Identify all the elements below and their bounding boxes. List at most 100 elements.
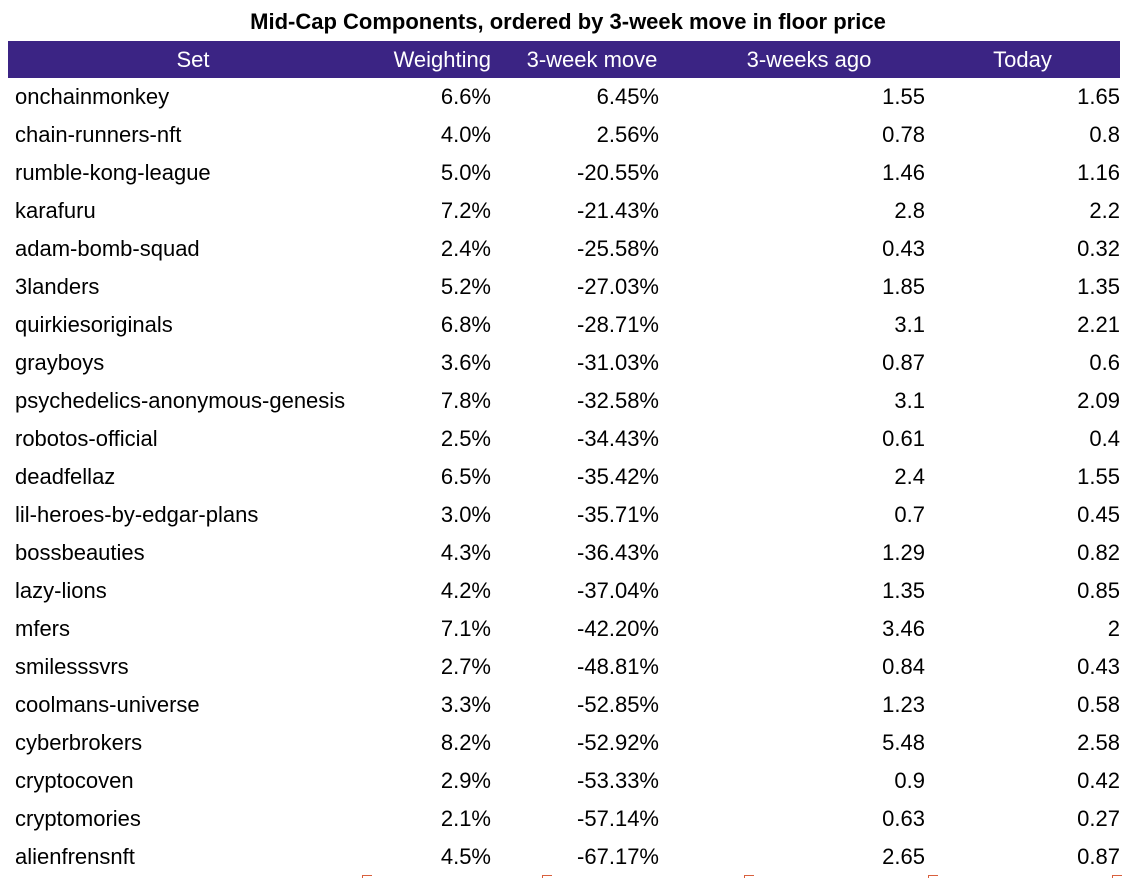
table-row: lil-heroes-by-edgar-plans 3.0% -35.71% 0.7 0… <box>8 496 1120 534</box>
cell-3-weeks-ago: 3.1 <box>894 388 925 413</box>
table-row: cryptocoven 2.9% -53.33% 0.9 0.42 <box>8 762 1120 800</box>
cell-today: 1.65 <box>1077 84 1120 109</box>
cell-3-week-move: -53.33% <box>577 768 659 793</box>
table-row: smilesssvrs 2.7% -48.81% 0.84 0.43 <box>8 648 1120 686</box>
table-row: cyberbrokers 8.2% -52.92% 5.48 2.58 <box>8 724 1120 762</box>
cell-3-week-move: -27.03% <box>577 274 659 299</box>
column-header-3-weeks-ago: 3-weeks ago <box>746 47 872 72</box>
table-row: quirkiesoriginals 6.8% -28.71% 3.1 2.21 <box>8 306 1120 344</box>
cell-3-week-move: -52.92% <box>577 730 659 755</box>
cell-today: 0.58 <box>1077 692 1120 717</box>
cell-3-week-move: -34.43% <box>577 426 659 451</box>
cell-today: 0.32 <box>1077 236 1120 261</box>
cell-today: 2.58 <box>1077 730 1120 755</box>
cell-3-week-move: -31.03% <box>577 350 659 375</box>
cell-set: rumble-kong-league <box>15 160 211 185</box>
table-row: onchainmonkey 6.6% 6.45% 1.55 1.65 <box>8 78 1120 116</box>
cell-set: 3landers <box>15 274 100 299</box>
cell-weighting: 5.2% <box>440 274 491 299</box>
cell-3-weeks-ago: 1.46 <box>882 160 925 185</box>
cell-3-weeks-ago: 0.43 <box>882 236 925 261</box>
table-row: 3landers 5.2% -27.03% 1.85 1.35 <box>8 268 1120 306</box>
cell-today: 1.35 <box>1077 274 1120 299</box>
cell-today: 0.4 <box>1089 426 1120 451</box>
table-row: deadfellaz 6.5% -35.42% 2.4 1.55 <box>8 458 1120 496</box>
table-row: mfers 7.1% -42.20% 3.46 2 <box>8 610 1120 648</box>
cell-weighting: 4.2% <box>440 578 491 603</box>
cell-today: 0.8 <box>1089 122 1120 147</box>
cell-3-weeks-ago: 0.78 <box>882 122 925 147</box>
cell-edge-mark <box>1112 875 1122 878</box>
cell-edge-mark <box>362 875 372 878</box>
cell-weighting: 8.2% <box>440 730 491 755</box>
cell-3-weeks-ago: 1.29 <box>882 540 925 565</box>
components-table: Set Weighting 3-week move 3-weeks ago To… <box>8 41 1120 876</box>
cell-3-week-move: 2.56% <box>596 122 659 147</box>
cell-set: cryptocoven <box>15 768 134 793</box>
table-row: bossbeauties 4.3% -36.43% 1.29 0.82 <box>8 534 1120 572</box>
cell-3-week-move: -35.42% <box>577 464 659 489</box>
cell-3-weeks-ago: 3.1 <box>894 312 925 337</box>
cell-3-week-move: -36.43% <box>577 540 659 565</box>
cell-set: chain-runners-nft <box>15 122 182 147</box>
cell-3-weeks-ago: 0.7 <box>894 502 925 527</box>
column-header-today: Today <box>993 47 1052 72</box>
cell-set: adam-bomb-squad <box>15 236 200 261</box>
cell-3-week-move: -28.71% <box>577 312 659 337</box>
cell-set: bossbeauties <box>15 540 145 565</box>
cell-weighting: 2.9% <box>440 768 491 793</box>
cell-set: cryptomories <box>15 806 141 831</box>
cell-today: 0.42 <box>1077 768 1120 793</box>
cell-3-weeks-ago: 1.23 <box>882 692 925 717</box>
cell-today: 2 <box>1107 616 1120 641</box>
cell-weighting: 2.4% <box>440 236 491 261</box>
table-title: Mid-Cap Components, ordered by 3-week mo… <box>250 9 886 34</box>
table-row: adam-bomb-squad 2.4% -25.58% 0.43 0.32 <box>8 230 1120 268</box>
cell-today: 0.43 <box>1077 654 1120 679</box>
table-row: alienfrensnft 4.5% -67.17% 2.65 0.87 <box>8 838 1120 876</box>
cell-3-weeks-ago: 2.65 <box>882 844 925 869</box>
cell-weighting: 4.3% <box>440 540 491 565</box>
cell-weighting: 2.1% <box>440 806 491 831</box>
cell-3-weeks-ago: 0.9 <box>894 768 925 793</box>
cell-weighting: 7.1% <box>440 616 491 641</box>
cell-today: 0.87 <box>1077 844 1120 869</box>
table-row: robotos-official 2.5% -34.43% 0.61 0.4 <box>8 420 1120 458</box>
cell-3-weeks-ago: 0.87 <box>882 350 925 375</box>
cell-3-weeks-ago: 2.8 <box>894 198 925 223</box>
cell-today: 0.82 <box>1077 540 1120 565</box>
cell-3-week-move: 6.45% <box>596 84 659 109</box>
cell-weighting: 5.0% <box>440 160 491 185</box>
cell-3-week-move: -57.14% <box>577 806 659 831</box>
cell-today: 1.16 <box>1077 160 1120 185</box>
column-header-3-week-move: 3-week move <box>526 47 658 72</box>
cell-weighting: 3.3% <box>440 692 491 717</box>
table-row: cryptomories 2.1% -57.14% 0.63 0.27 <box>8 800 1120 838</box>
cell-today: 2.09 <box>1077 388 1120 413</box>
column-header-weighting: Weighting <box>393 47 491 72</box>
cell-edge-mark <box>542 875 552 878</box>
cell-today: 0.45 <box>1077 502 1120 527</box>
cell-weighting: 4.5% <box>440 844 491 869</box>
cell-set: lazy-lions <box>15 578 107 603</box>
table-row: lazy-lions 4.2% -37.04% 1.35 0.85 <box>8 572 1120 610</box>
cell-3-weeks-ago: 0.63 <box>882 806 925 831</box>
cell-3-weeks-ago: 2.4 <box>894 464 925 489</box>
cell-set: coolmans-universe <box>15 692 200 717</box>
table-body: onchainmonkey 6.6% 6.45% 1.55 1.65 chain-runn… <box>8 78 1120 876</box>
cell-set: psychedelics-anonymous-genesis <box>15 388 346 413</box>
cell-weighting: 4.0% <box>440 122 491 147</box>
table-row: karafuru 7.2% -21.43% 2.8 2.2 <box>8 192 1120 230</box>
cell-weighting: 6.8% <box>440 312 491 337</box>
cell-set: smilesssvrs <box>15 654 129 679</box>
column-header-set: Set <box>176 47 210 72</box>
cell-3-week-move: -32.58% <box>577 388 659 413</box>
cell-set: alienfrensnft <box>15 844 135 869</box>
cell-3-week-move: -48.81% <box>577 654 659 679</box>
table-row: rumble-kong-league 5.0% -20.55% 1.46 1.16 <box>8 154 1120 192</box>
cell-3-weeks-ago: 3.46 <box>882 616 925 641</box>
cell-3-week-move: -37.04% <box>577 578 659 603</box>
cell-weighting: 2.7% <box>440 654 491 679</box>
cell-set: quirkiesoriginals <box>15 312 173 337</box>
cell-weighting: 3.0% <box>440 502 491 527</box>
